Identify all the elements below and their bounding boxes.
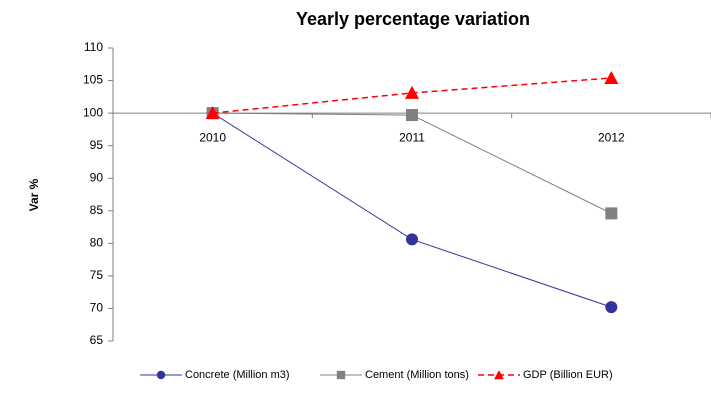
marker — [604, 70, 619, 84]
y-tick-label: 85 — [90, 203, 104, 217]
marker — [156, 370, 166, 380]
y-tick-label: 100 — [83, 105, 103, 119]
legend-label: Concrete (Million m3) — [185, 369, 290, 381]
marker — [406, 233, 418, 246]
marker — [406, 109, 418, 122]
y-tick-label: 65 — [90, 333, 104, 347]
y-tick-label: 75 — [90, 268, 104, 282]
x-tick-label: 2011 — [399, 130, 425, 144]
x-tick-label: 2012 — [598, 130, 625, 144]
marker — [336, 370, 346, 380]
y-tick-label: 80 — [90, 236, 104, 250]
marker — [605, 207, 618, 220]
chart-title: Yearly percentage variation — [296, 9, 530, 29]
y-tick-label: 110 — [84, 40, 103, 54]
marker — [605, 301, 618, 314]
series-line — [212, 112, 612, 214]
legend-label: Cement (Million tons) — [365, 369, 469, 381]
legend: Concrete (Million m3) Cement (Million ton… — [140, 369, 613, 381]
y-axis-title: Var % — [27, 178, 41, 211]
y-tick-label: 90 — [90, 170, 104, 184]
y-tick-label: 70 — [90, 301, 104, 315]
marker — [405, 85, 419, 99]
marker — [494, 370, 504, 380]
x-tick-label: 2010 — [199, 130, 226, 144]
marker — [205, 106, 220, 120]
y-tick-label: 105 — [83, 73, 103, 87]
legend-label: GDP (Billion EUR) — [523, 369, 613, 381]
y-tick-label: 95 — [90, 138, 104, 152]
